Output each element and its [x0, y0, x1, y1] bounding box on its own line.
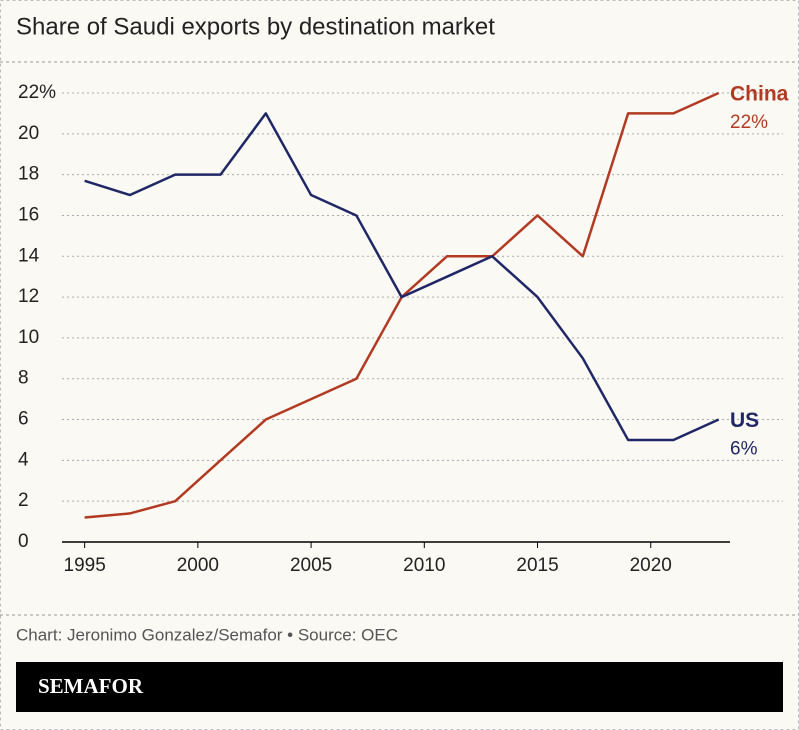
y-tick-label: 6 — [18, 409, 29, 430]
y-tick-label: 16 — [18, 204, 39, 225]
end-label: 22% — [730, 112, 768, 133]
y-tick-label: 20 — [18, 123, 39, 144]
y-tick-label: 14 — [18, 245, 40, 266]
x-tick-label: 1995 — [64, 555, 106, 576]
y-tick-label: 12 — [18, 286, 39, 307]
chart-title: Share of Saudi exports by destination ma… — [16, 13, 495, 40]
legend-label: China — [730, 83, 789, 106]
x-tick-label: 2005 — [290, 555, 332, 576]
y-tick-label: 10 — [18, 327, 39, 348]
x-tick-label: 2015 — [516, 555, 558, 576]
x-tick-label: 2010 — [403, 555, 445, 576]
y-tick-label: 18 — [18, 164, 39, 185]
y-tick-label: 4 — [18, 449, 29, 470]
y-tick-label: 2 — [18, 490, 29, 511]
x-tick-label: 2020 — [630, 555, 672, 576]
source: Chart: Jeronimo Gonzalez/Semafor • Sourc… — [16, 625, 398, 644]
y-tick-label: 22% — [18, 82, 56, 103]
series-line — [84, 112, 720, 442]
end-label: 6% — [730, 439, 758, 460]
x-tick-label: 2000 — [177, 555, 219, 576]
y-tick-label: 0 — [18, 531, 29, 552]
brand: SEMAFOR — [38, 674, 144, 698]
y-tick-label: 8 — [18, 368, 29, 389]
brand-bar — [16, 662, 783, 712]
legend-label: US — [730, 409, 759, 432]
